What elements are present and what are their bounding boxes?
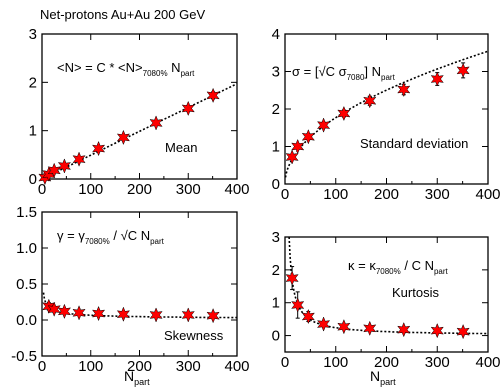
data-point (301, 129, 315, 145)
plot-frame (284, 33, 489, 185)
fit-curve (288, 236, 488, 335)
data-point (316, 117, 331, 133)
data-point (363, 93, 377, 109)
x-tick-label: 100 (78, 181, 103, 198)
x-tick-label: 400 (224, 181, 249, 198)
y-tick-label: 2 (272, 262, 280, 279)
data-point (116, 306, 131, 322)
x-tick-label: 200 (374, 186, 399, 203)
y-tick-label: 3 (29, 26, 37, 43)
data-point (57, 158, 72, 174)
data-point (91, 140, 106, 157)
x-tick-label: 100 (323, 186, 348, 203)
panel-label: Mean (165, 140, 198, 155)
y-tick-label: 2 (29, 74, 37, 91)
x-tick-label: 200 (127, 358, 152, 375)
x-tick-label: 0 (38, 358, 46, 375)
y-tick-label: 1.0 (16, 240, 37, 257)
y-tick-label: 3 (272, 64, 280, 81)
data-point (430, 322, 444, 339)
figure-title: Net-protons Au+Au 200 GeV (40, 7, 205, 22)
x-tick-label: 400 (475, 186, 500, 203)
x-tick-label: 300 (176, 181, 201, 198)
data-point (206, 87, 220, 104)
y-tick-label: -0.5 (11, 348, 37, 365)
plot-frame (41, 33, 238, 180)
x-tick-label: 200 (374, 354, 399, 371)
data-point (72, 305, 86, 321)
data-point (181, 100, 195, 117)
formula-annotation: <N> = C * <N>7080% Npart (57, 60, 195, 78)
data-point (301, 308, 315, 325)
formula-annotation: κ = κ7080% / C Npart (348, 258, 449, 276)
data-point (72, 151, 86, 167)
data-point (285, 270, 299, 286)
x-tick-label: 100 (323, 354, 348, 371)
data-point (397, 321, 411, 338)
x-tick-label: 0 (281, 186, 289, 203)
data-point (57, 303, 72, 320)
x-tick-label: 300 (425, 354, 450, 371)
data-point (363, 320, 377, 337)
y-tick-label: 2 (272, 101, 280, 118)
y-tick-label: 0.0 (16, 312, 37, 329)
y-tick-label: 1 (272, 295, 280, 312)
data-point (149, 307, 163, 323)
data-point (149, 115, 163, 131)
data-point (91, 305, 106, 322)
panel-3: 0 100 200 300 400 -0.5 0.0 0.5 1.0 1.5 γ = γ7080% … (11, 204, 249, 375)
x-tick-label: 400 (224, 358, 249, 375)
x-tick-label: 0 (281, 354, 289, 371)
data-point (316, 316, 331, 332)
y-tick-label: 0 (29, 171, 37, 188)
data-point (397, 81, 411, 98)
panel-label: Standard deviation (360, 136, 468, 151)
data-point (337, 319, 351, 335)
data-point (206, 308, 220, 324)
data-point (181, 307, 195, 323)
y-tick-label: 1 (272, 139, 280, 156)
data-point (116, 129, 131, 146)
y-tick-label: 0.5 (16, 276, 37, 293)
y-tick-label: 1.5 (16, 204, 37, 221)
data-point (285, 149, 299, 165)
fit-curve (42, 83, 237, 180)
data-point (337, 105, 351, 122)
y-tick-label: 1 (29, 123, 37, 140)
panel-1: 0 100 200 300 400 0 1 2 3 <N> = C * <N>7080% Npar… (29, 26, 250, 198)
y-tick-label: 0 (272, 328, 280, 345)
x-tick-label: 300 (425, 186, 450, 203)
data-point (456, 62, 470, 79)
y-tick-label: 3 (272, 229, 280, 246)
data-point (291, 297, 305, 313)
x-tick-label: 100 (78, 358, 103, 375)
x-tick-label: 0 (38, 181, 46, 198)
data-point (456, 323, 470, 340)
formula-annotation: σ = [√C σ7080] Npart (292, 64, 396, 82)
y-tick-label: 0 (272, 176, 280, 193)
data-point (291, 138, 305, 155)
x-tick-label: 300 (176, 358, 201, 375)
x-tick-label: 400 (475, 354, 500, 371)
y-tick-label: 4 (272, 26, 280, 43)
data-point (430, 71, 444, 87)
x-axis-label-right: Npart (370, 368, 396, 387)
panel-2: 0 100 200 300 400 0 1 2 3 4 σ = [√C σ7080] Npart St… (272, 26, 501, 203)
panel-label: Skewness (164, 328, 224, 343)
panel-4: 0 100 200 300 400 0 1 2 3 κ = κ7080% / C Npart Kur… (272, 229, 501, 371)
x-axis-label-left: Npart (124, 368, 150, 387)
panel-label: Kurtosis (392, 285, 439, 300)
fit-curve (42, 292, 237, 319)
data-point (47, 301, 61, 317)
x-tick-label: 200 (127, 181, 152, 198)
formula-annotation: γ = γ7080% / √C Npart (57, 228, 165, 246)
